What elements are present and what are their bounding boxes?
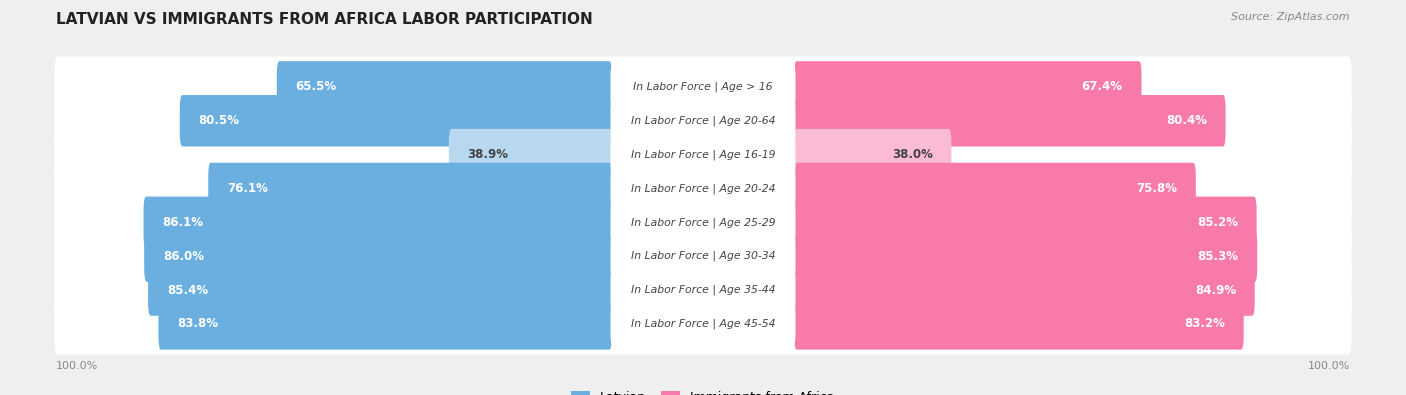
Text: 38.9%: 38.9%	[468, 148, 509, 161]
FancyBboxPatch shape	[794, 197, 1257, 248]
FancyBboxPatch shape	[610, 167, 796, 209]
FancyBboxPatch shape	[55, 158, 1351, 219]
Text: 100.0%: 100.0%	[1308, 361, 1350, 371]
Text: 75.8%: 75.8%	[1136, 182, 1177, 195]
Text: 85.2%: 85.2%	[1197, 216, 1237, 229]
FancyBboxPatch shape	[794, 163, 1197, 214]
Text: In Labor Force | Age 30-34: In Labor Force | Age 30-34	[631, 251, 775, 261]
FancyBboxPatch shape	[143, 197, 612, 248]
Text: 84.9%: 84.9%	[1195, 284, 1236, 297]
FancyBboxPatch shape	[55, 260, 1351, 320]
FancyBboxPatch shape	[55, 124, 1351, 185]
Text: 86.0%: 86.0%	[163, 250, 204, 263]
Text: In Labor Force | Age > 16: In Labor Force | Age > 16	[633, 82, 773, 92]
FancyBboxPatch shape	[794, 129, 952, 181]
Text: In Labor Force | Age 20-24: In Labor Force | Age 20-24	[631, 183, 775, 194]
FancyBboxPatch shape	[277, 61, 612, 113]
Text: 83.2%: 83.2%	[1184, 318, 1225, 330]
Text: 38.0%: 38.0%	[891, 148, 932, 161]
Text: 83.8%: 83.8%	[177, 318, 218, 330]
FancyBboxPatch shape	[449, 129, 612, 181]
FancyBboxPatch shape	[794, 298, 1244, 350]
Text: In Labor Force | Age 20-64: In Labor Force | Age 20-64	[631, 115, 775, 126]
FancyBboxPatch shape	[610, 66, 796, 108]
Text: In Labor Force | Age 25-29: In Labor Force | Age 25-29	[631, 217, 775, 228]
Text: 76.1%: 76.1%	[226, 182, 269, 195]
Text: Source: ZipAtlas.com: Source: ZipAtlas.com	[1232, 12, 1350, 22]
Text: In Labor Force | Age 35-44: In Labor Force | Age 35-44	[631, 285, 775, 295]
FancyBboxPatch shape	[794, 61, 1142, 113]
Text: 85.3%: 85.3%	[1198, 250, 1239, 263]
Text: In Labor Force | Age 16-19: In Labor Force | Age 16-19	[631, 149, 775, 160]
Text: 85.4%: 85.4%	[167, 284, 208, 297]
Text: LATVIAN VS IMMIGRANTS FROM AFRICA LABOR PARTICIPATION: LATVIAN VS IMMIGRANTS FROM AFRICA LABOR …	[56, 12, 593, 27]
FancyBboxPatch shape	[55, 56, 1351, 117]
FancyBboxPatch shape	[610, 100, 796, 142]
Legend: Latvian, Immigrants from Africa: Latvian, Immigrants from Africa	[571, 391, 835, 395]
FancyBboxPatch shape	[55, 192, 1351, 253]
Text: In Labor Force | Age 45-54: In Labor Force | Age 45-54	[631, 319, 775, 329]
FancyBboxPatch shape	[794, 95, 1226, 147]
Text: 65.5%: 65.5%	[295, 81, 336, 93]
Text: 86.1%: 86.1%	[162, 216, 204, 229]
Text: 80.5%: 80.5%	[198, 114, 239, 127]
FancyBboxPatch shape	[148, 264, 612, 316]
FancyBboxPatch shape	[610, 134, 796, 176]
FancyBboxPatch shape	[159, 298, 612, 350]
Text: 100.0%: 100.0%	[56, 361, 98, 371]
Text: 80.4%: 80.4%	[1166, 114, 1206, 127]
FancyBboxPatch shape	[55, 226, 1351, 287]
FancyBboxPatch shape	[208, 163, 612, 214]
FancyBboxPatch shape	[55, 90, 1351, 151]
FancyBboxPatch shape	[610, 303, 796, 345]
FancyBboxPatch shape	[610, 235, 796, 277]
FancyBboxPatch shape	[55, 293, 1351, 354]
FancyBboxPatch shape	[610, 269, 796, 311]
FancyBboxPatch shape	[794, 230, 1257, 282]
FancyBboxPatch shape	[610, 201, 796, 243]
FancyBboxPatch shape	[180, 95, 612, 147]
Text: 67.4%: 67.4%	[1081, 81, 1123, 93]
FancyBboxPatch shape	[794, 264, 1254, 316]
FancyBboxPatch shape	[145, 230, 612, 282]
